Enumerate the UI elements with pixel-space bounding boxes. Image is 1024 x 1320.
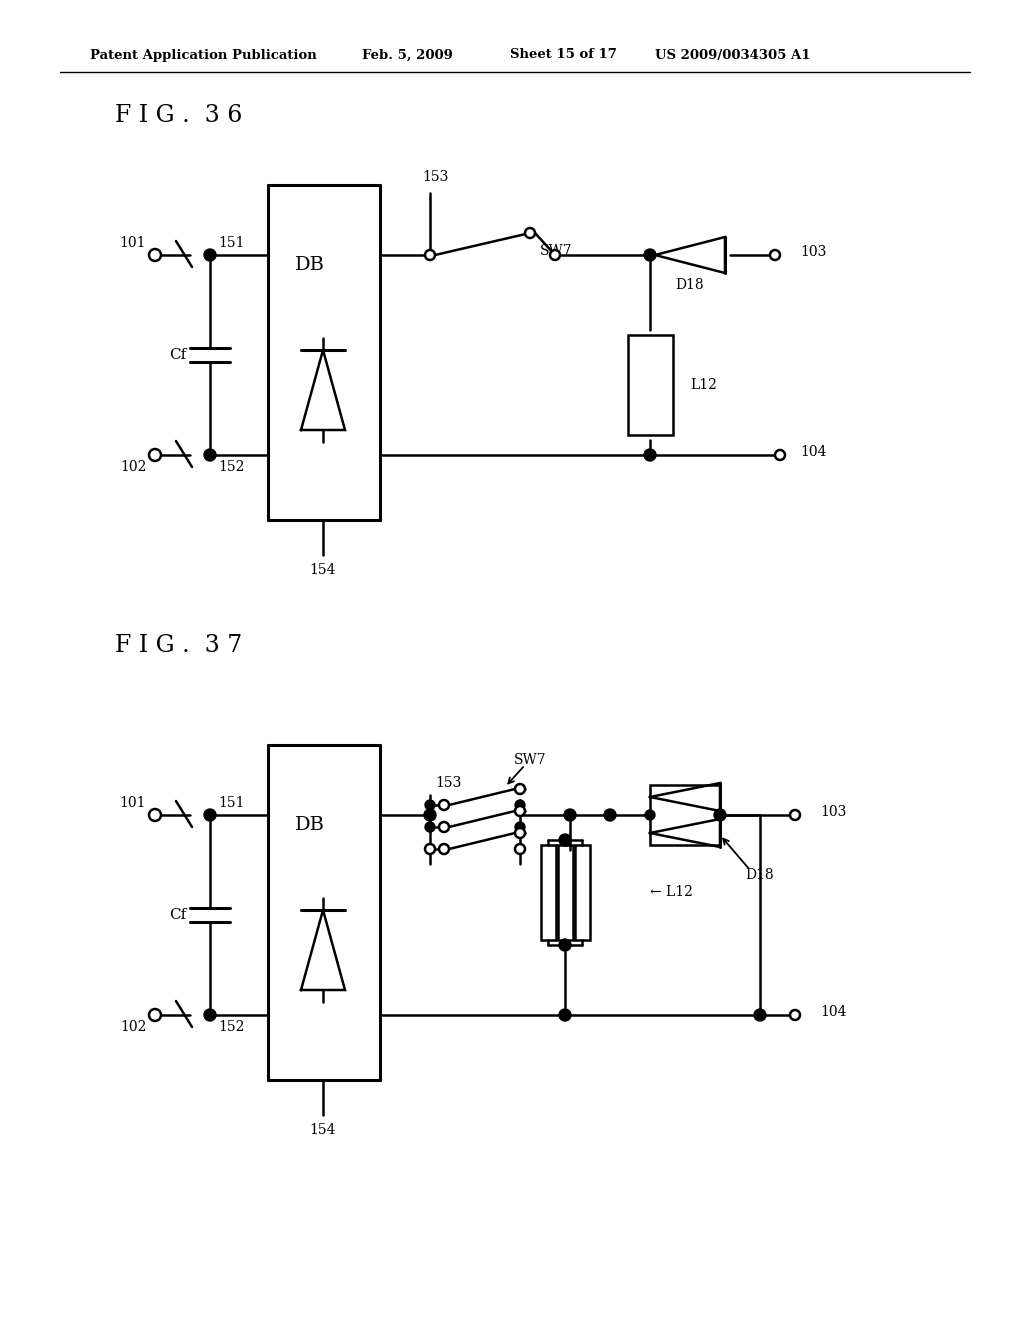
Text: Cf: Cf — [169, 908, 186, 921]
Circle shape — [425, 822, 435, 832]
Text: 152: 152 — [219, 1020, 245, 1034]
Text: US 2009/0034305 A1: US 2009/0034305 A1 — [655, 49, 811, 62]
Circle shape — [525, 228, 535, 238]
Text: 154: 154 — [309, 564, 336, 577]
Bar — [557, 845, 572, 940]
Text: 152: 152 — [219, 459, 245, 474]
Circle shape — [559, 939, 571, 950]
Text: 101: 101 — [120, 236, 146, 249]
Text: 101: 101 — [120, 796, 146, 810]
Bar — [650, 785, 720, 845]
Bar — [541, 845, 555, 940]
Text: Cf: Cf — [169, 348, 186, 362]
Circle shape — [204, 249, 216, 261]
Circle shape — [770, 249, 780, 260]
Text: ← L12: ← L12 — [650, 886, 693, 899]
Circle shape — [644, 249, 656, 261]
Text: SW7: SW7 — [514, 752, 547, 767]
Text: F I G .  3 6: F I G . 3 6 — [115, 103, 243, 127]
Circle shape — [515, 828, 525, 838]
Bar — [574, 845, 590, 940]
Text: D18: D18 — [676, 279, 705, 292]
Circle shape — [515, 800, 525, 810]
Text: SW7: SW7 — [540, 244, 572, 257]
Circle shape — [439, 800, 449, 810]
Circle shape — [754, 1008, 766, 1020]
Circle shape — [424, 809, 436, 821]
Text: DB: DB — [295, 816, 325, 834]
Text: 104: 104 — [820, 1005, 847, 1019]
Circle shape — [714, 809, 726, 821]
Text: Sheet 15 of 17: Sheet 15 of 17 — [510, 49, 616, 62]
Circle shape — [425, 800, 435, 810]
Circle shape — [425, 249, 435, 260]
Circle shape — [425, 843, 435, 854]
Circle shape — [559, 834, 571, 846]
Circle shape — [204, 809, 216, 821]
Circle shape — [604, 809, 616, 821]
Text: 151: 151 — [219, 796, 246, 810]
Text: D18: D18 — [745, 869, 774, 882]
Text: F I G .  3 7: F I G . 3 7 — [115, 634, 243, 656]
Circle shape — [150, 1008, 161, 1020]
Circle shape — [150, 809, 161, 821]
Text: L12: L12 — [690, 378, 717, 392]
Text: 154: 154 — [309, 1123, 336, 1137]
Circle shape — [515, 807, 525, 816]
Circle shape — [204, 1008, 216, 1020]
Circle shape — [775, 450, 785, 459]
Circle shape — [790, 810, 800, 820]
Circle shape — [550, 249, 560, 260]
Circle shape — [150, 249, 161, 261]
Text: 104: 104 — [800, 445, 826, 459]
Circle shape — [645, 810, 655, 820]
Circle shape — [564, 809, 575, 821]
Text: 103: 103 — [820, 805, 847, 818]
Circle shape — [439, 843, 449, 854]
Circle shape — [790, 1010, 800, 1020]
Circle shape — [150, 449, 161, 461]
Bar — [628, 335, 673, 436]
Text: 153: 153 — [422, 170, 449, 183]
Text: Feb. 5, 2009: Feb. 5, 2009 — [362, 49, 453, 62]
Text: 102: 102 — [120, 1020, 146, 1034]
Text: DB: DB — [295, 256, 325, 275]
Circle shape — [515, 822, 525, 832]
Text: Patent Application Publication: Patent Application Publication — [90, 49, 316, 62]
Circle shape — [559, 1008, 571, 1020]
Circle shape — [204, 449, 216, 461]
Circle shape — [644, 449, 656, 461]
Circle shape — [439, 822, 449, 832]
Text: 153: 153 — [435, 776, 462, 789]
Text: 103: 103 — [800, 246, 826, 259]
Text: 151: 151 — [219, 236, 246, 249]
Text: 102: 102 — [120, 459, 146, 474]
Circle shape — [515, 843, 525, 854]
Circle shape — [515, 784, 525, 795]
